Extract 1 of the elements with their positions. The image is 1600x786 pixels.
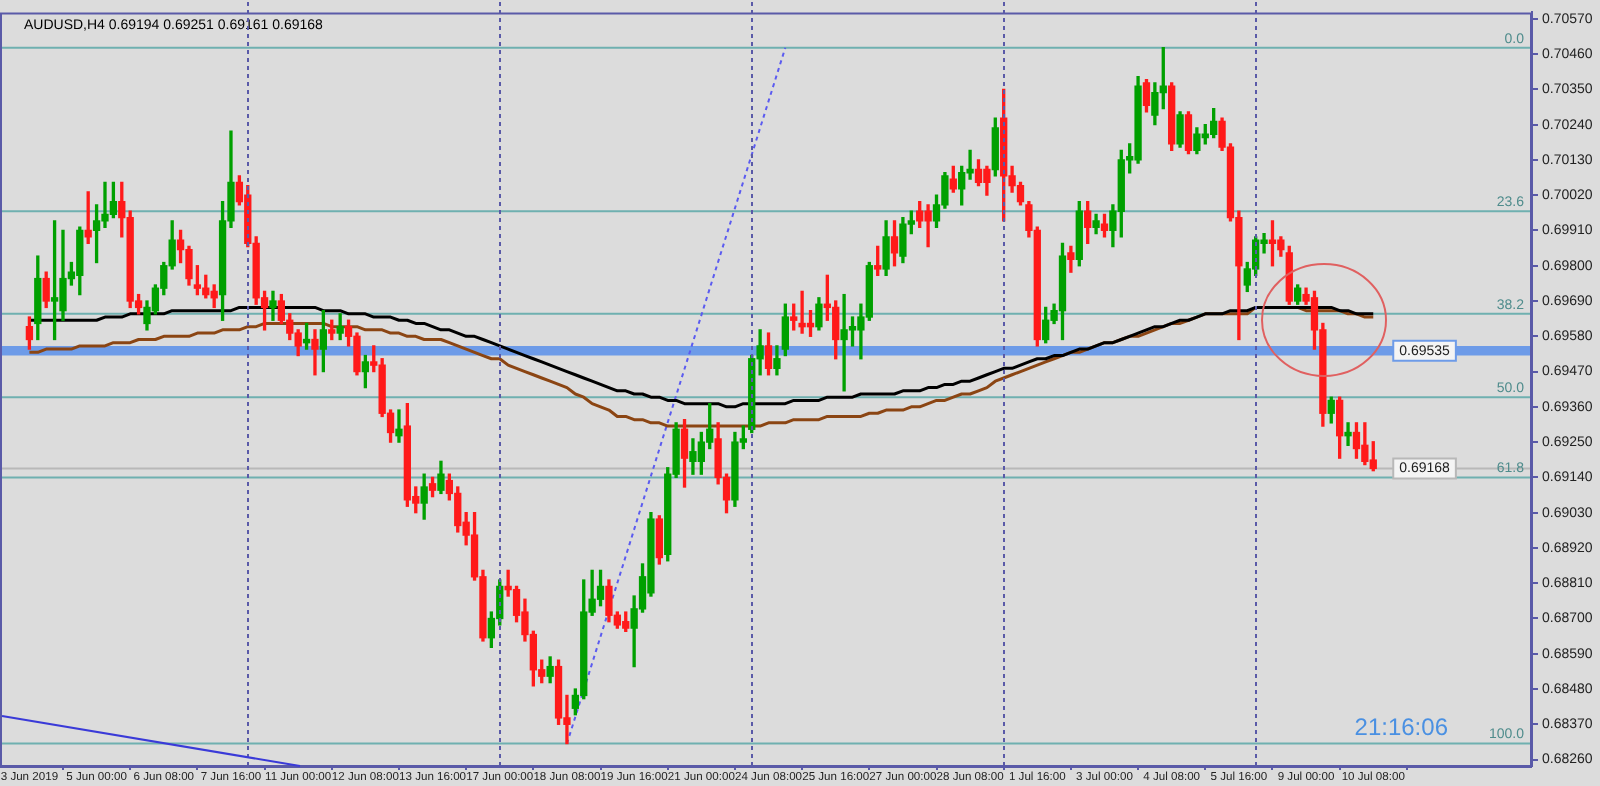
annotation: 21:16:06 xyxy=(1354,712,1449,741)
